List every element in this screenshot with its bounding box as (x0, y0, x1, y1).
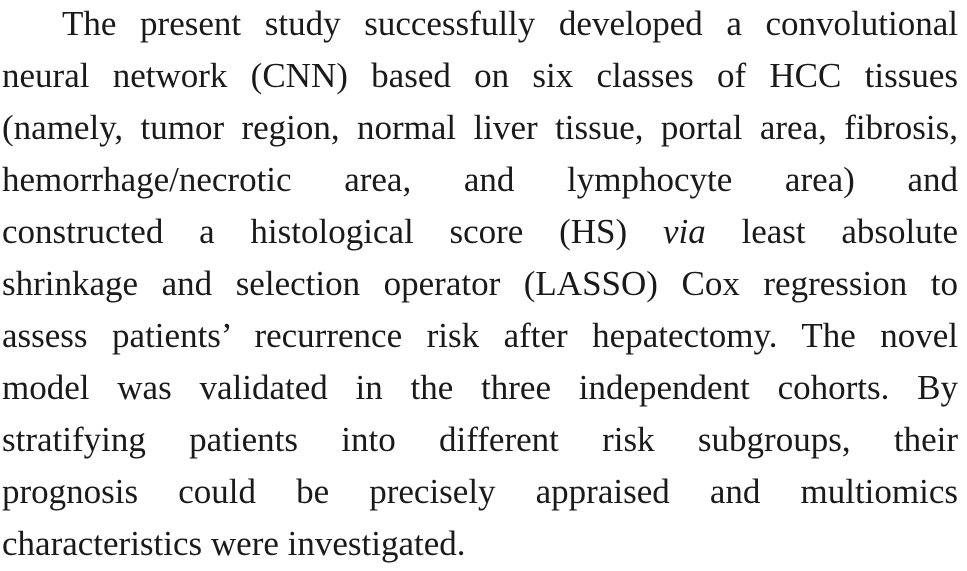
paragraph-line-2: neural network (CNN) based on six classe… (2, 56, 958, 95)
paragraph-line-7: assess patients’ recurrence risk after h… (2, 316, 958, 355)
italic-via: via (662, 212, 706, 251)
paragraph-line-9: stratifying patients into different risk… (2, 420, 958, 459)
paragraph-line-3: (namely, tumor region, normal liver tiss… (2, 108, 958, 147)
paragraph-line-5: constructed a histological score (HS) vi… (2, 206, 958, 258)
line-5-part-1: constructed a histological score (HS) (2, 212, 628, 251)
line-5-part-2: least absolute (741, 212, 959, 251)
paragraph-line-10: prognosis could be precisely appraised a… (2, 472, 958, 511)
paragraph-line-6: shrinkage and selection operator (LASSO)… (2, 264, 958, 303)
paragraph-line-11: characteristics were investigated. (2, 524, 466, 563)
paragraph-line-8: model was validated in the three indepen… (2, 368, 958, 407)
paragraph-line-1: The present study successfully developed… (62, 4, 958, 43)
paragraph-line-4: hemorrhage/necrotic area, and lymphocyte… (2, 160, 958, 199)
